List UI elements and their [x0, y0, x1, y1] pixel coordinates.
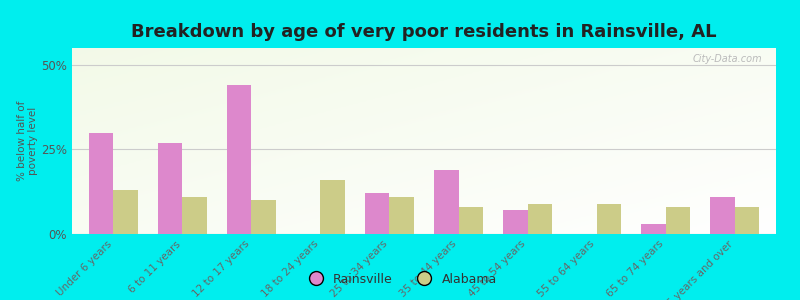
Bar [182, 197, 206, 234]
Legend: Rainsville, Alabama: Rainsville, Alabama [298, 268, 502, 291]
Bar [321, 180, 345, 234]
Bar [227, 85, 251, 234]
Bar [710, 197, 734, 234]
Title: Breakdown by age of very poor residents in Rainsville, AL: Breakdown by age of very poor residents … [131, 23, 717, 41]
Bar [251, 200, 276, 234]
Bar [434, 170, 458, 234]
Bar [597, 204, 621, 234]
Bar [366, 194, 390, 234]
Bar [666, 207, 690, 234]
Bar [114, 190, 138, 234]
Bar [390, 197, 414, 234]
Bar [734, 207, 758, 234]
Bar [90, 133, 114, 234]
Bar [458, 207, 482, 234]
Bar [158, 143, 182, 234]
Bar [503, 210, 527, 234]
Bar [527, 204, 552, 234]
Bar [642, 224, 666, 234]
Text: City-Data.com: City-Data.com [692, 54, 762, 64]
Y-axis label: % below half of
poverty level: % below half of poverty level [17, 101, 38, 181]
